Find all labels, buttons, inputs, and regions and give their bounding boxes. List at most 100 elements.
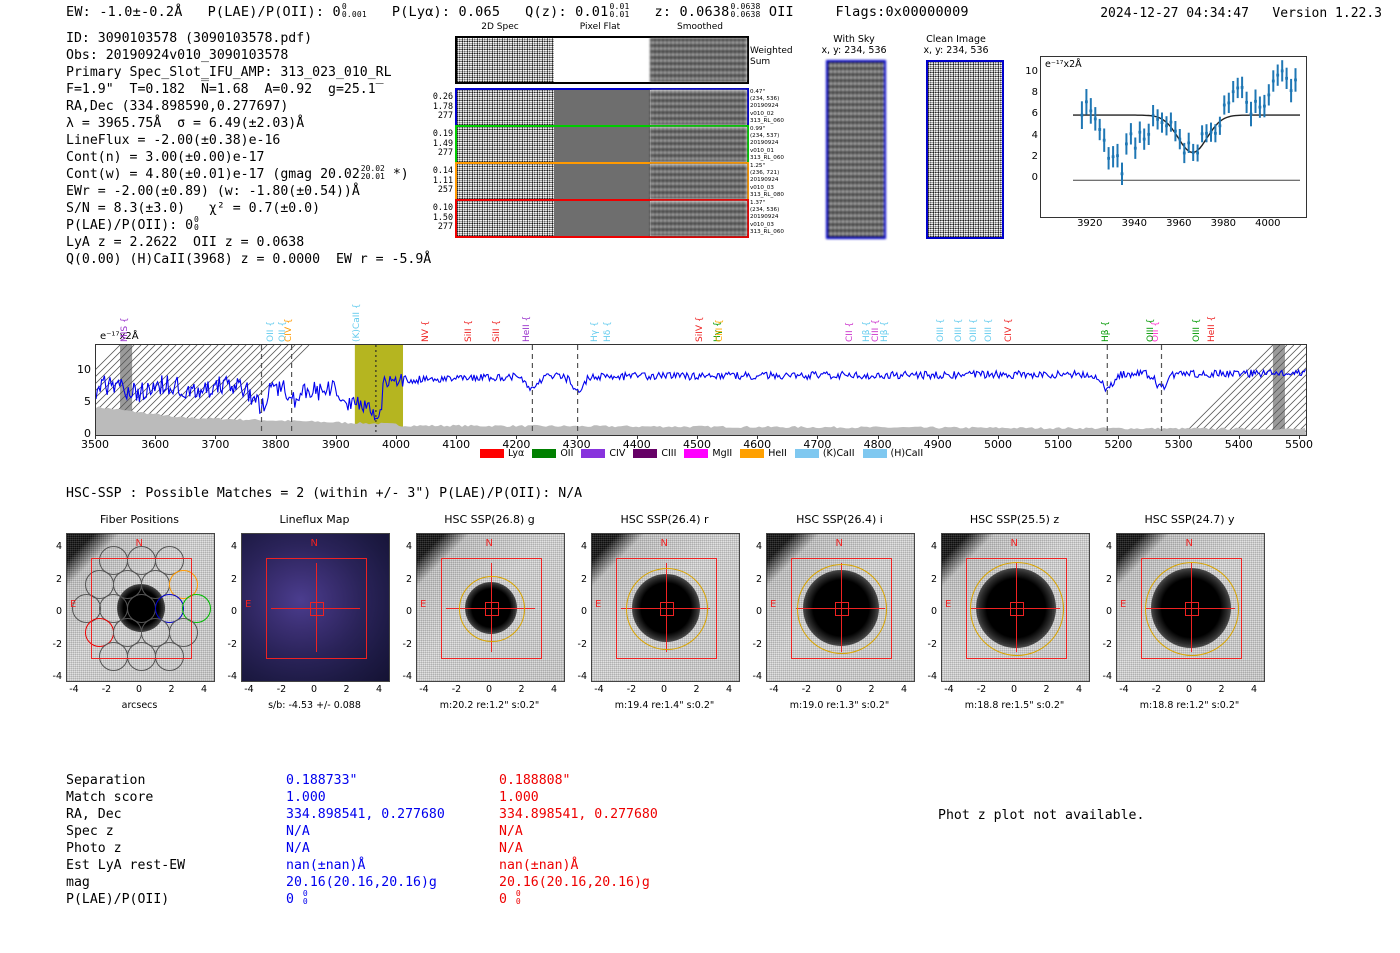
hsc-panel-1[interactable]	[66, 533, 215, 682]
fiber-circle[interactable]	[168, 618, 198, 648]
info-cont-w-sup: 20.02	[360, 164, 385, 173]
hsc-xtick: 4	[1075, 684, 1083, 695]
hsc-ytick: -4	[52, 671, 62, 682]
matches-value: 20.16(20.16,20.16)g	[286, 875, 437, 890]
profile-ytick: 10	[1025, 65, 1038, 77]
hsc-xtick: -4	[419, 684, 429, 695]
hsc-xtick: -4	[769, 684, 779, 695]
spectrum-line-label: CIII {	[714, 319, 725, 342]
legend-item: Lyα	[480, 448, 524, 459]
legend-item: HeII	[740, 448, 787, 459]
matches-value: N/A	[499, 824, 523, 839]
fiber-circle[interactable]	[154, 642, 184, 672]
spectrum-xtick-mark	[997, 435, 999, 439]
spectrum-flux-units: e⁻¹⁷x2Å	[100, 331, 139, 342]
hsc-panel-title: HSC SSP(26.4) i	[796, 513, 883, 526]
spec2d-row-4-rightlabel: 1.37" (234, 536) 20190924 v010_03 313_RL…	[750, 200, 784, 235]
fiber-circle[interactable]	[182, 594, 212, 623]
hsc-ytick: -2	[402, 638, 412, 650]
hsc-xtick: 0	[660, 684, 668, 695]
weighted-sum-label: Weighted Sum	[750, 46, 793, 67]
hsc-panel-2[interactable]	[241, 533, 390, 682]
matches-value: 20.16(20.16,20.16)g	[499, 875, 650, 890]
info-plae-sub: 0	[194, 223, 199, 233]
fiber-circle[interactable]	[168, 569, 198, 599]
hsc-xtick: 4	[1250, 684, 1258, 695]
legend-label: HeII	[768, 448, 787, 459]
info-cont-n: Cont(n) = 3.00(±0.00)e-17	[66, 150, 265, 165]
withsky-title-line1: With Sky	[833, 34, 875, 45]
hsc-ytick: 2	[930, 573, 937, 585]
spectrum-xtick-mark	[456, 435, 458, 439]
hsc-panel-7[interactable]	[1116, 533, 1265, 682]
profile-xtick: 3940	[1121, 218, 1148, 229]
legend-swatch	[581, 449, 606, 458]
z-sub: 0.0638	[730, 10, 761, 20]
spectrum-line-label: SiIV {	[695, 316, 705, 342]
east-indicator: E	[945, 598, 952, 610]
hsc-ytick: 2	[1105, 573, 1112, 585]
line-profile-plot: e⁻¹⁷x2Å	[1040, 56, 1307, 218]
hsc-ytick: 2	[230, 573, 237, 585]
hsc-ytick: 2	[55, 573, 62, 585]
profile-ytick: 6	[1031, 108, 1038, 120]
info-lineflux: LineFlux = -2.00(±0.38)e-16	[66, 133, 281, 148]
hsc-xtick: -4	[594, 684, 604, 695]
info-primary-spec: Primary Spec_Slot_IFU_AMP: 313_023_010_R…	[66, 65, 392, 80]
hsc-panel-title: HSC SSP(26.8) g	[444, 513, 535, 526]
matches-label: Spec z	[66, 824, 114, 839]
legend-label: CIV	[609, 448, 626, 459]
hsc-panel-3[interactable]	[416, 533, 565, 682]
hsc-ytick: 2	[755, 573, 762, 585]
z-species: OII	[768, 4, 794, 21]
header-summary-line: EW: -1.0±-0.2Å P(LAE)/P(OII): 00 0.001 P(…	[66, 2, 969, 21]
hsc-ytick: 4	[1105, 541, 1112, 552]
hsc-ytick: -2	[927, 638, 937, 650]
matches-label-column: Separation Match score RA, Dec Spec z Photo …	[66, 772, 185, 908]
center-box	[309, 601, 324, 616]
legend-label: CIII	[661, 448, 677, 459]
hsc-ytick: -2	[1102, 638, 1112, 650]
hsc-xtick: 2	[693, 684, 700, 695]
hsc-xtick: 0	[485, 684, 493, 695]
hsc-ytick: 0	[580, 606, 587, 617]
spectrum-xtick: 4800	[863, 438, 892, 451]
spectrum-xtick-mark	[215, 435, 217, 439]
spec2d-col-title-pixelflat: Pixel Flat	[579, 22, 621, 32]
hsc-xtick: 4	[900, 684, 908, 695]
spectrum-xtick-mark	[877, 435, 879, 439]
spectrum-line-label: OIII {	[1191, 318, 1202, 342]
crosshair-horizontal	[271, 607, 360, 609]
hsc-ytick: -2	[577, 638, 587, 650]
hsc-panel-4[interactable]	[591, 533, 740, 682]
cleanimage-cutout	[926, 60, 1004, 239]
hsc-panel-caption: m:18.8 re:1.5" s:0.2"	[964, 700, 1065, 711]
hsc-ytick: 4	[755, 541, 762, 552]
hsc-ytick: -2	[52, 638, 62, 650]
matches-column-2: 0.188808" 1.000 334.898541, 0.277680 N/A N/A…	[499, 772, 658, 908]
hsc-xtick: 4	[725, 684, 733, 695]
hsc-ytick: 0	[755, 606, 762, 617]
cleanimage-title: Clean Image x, y: 234, 536	[906, 34, 1006, 56]
z-label: z:	[654, 4, 672, 21]
fiber-circle[interactable]	[154, 545, 184, 575]
timestamp: 2024-12-27 04:34:47	[1100, 6, 1249, 21]
spectrum-line-label: NV {	[421, 320, 432, 342]
hsc-panel-caption: arcsecs	[121, 700, 158, 711]
legend-swatch	[862, 449, 887, 458]
spectrum-xtick-mark	[1238, 435, 1240, 439]
spectrum-xtick-mark	[636, 435, 638, 439]
spectrum-xtick-mark	[757, 435, 759, 439]
legend-item: CIII	[633, 448, 676, 459]
aperture-box	[790, 557, 893, 660]
ew-label: EW:	[66, 4, 91, 21]
east-indicator: E	[770, 598, 777, 610]
hsc-panel-6[interactable]	[941, 533, 1090, 682]
spectrum-xtick: 5200	[1104, 438, 1133, 451]
spectrum-line-label: Hδ {	[602, 321, 613, 342]
legend-item: MgII	[684, 448, 732, 459]
spectrum-xtick-mark	[1118, 435, 1120, 439]
hsc-ytick: 4	[930, 541, 937, 552]
hsc-panel-5[interactable]	[766, 533, 915, 682]
